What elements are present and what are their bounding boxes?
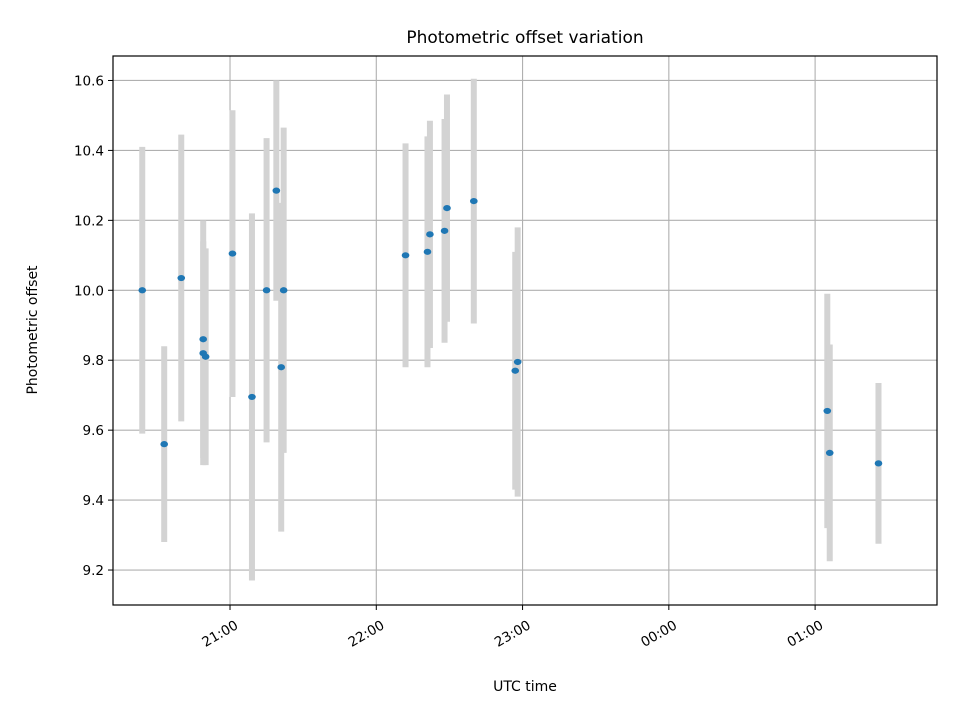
data-point: [248, 393, 256, 401]
data-point: [228, 250, 237, 257]
data-point: [823, 407, 832, 415]
data-point: [201, 353, 210, 360]
data-point: [511, 367, 520, 374]
data-point: [423, 248, 432, 255]
y-axis-ticks: 9.2 9.4 9.6 9.8 10.0 10.2 10.4 10.6: [74, 73, 113, 579]
data-point: [272, 187, 281, 194]
y-tick-label: 10.2: [74, 213, 104, 229]
data-points: [138, 187, 883, 467]
plot-frame: [112, 55, 938, 606]
data-point: [199, 336, 208, 343]
data-point: [440, 227, 449, 234]
data-point: [277, 364, 286, 371]
data-point: [262, 287, 271, 294]
y-tick-label: 9.2: [83, 563, 104, 579]
chart-title: Photometric offset variation: [406, 28, 643, 48]
y-tick-label: 9.8: [83, 353, 104, 369]
data-point: [160, 441, 168, 448]
y-tick-label: 10.4: [74, 143, 104, 159]
data-point: [279, 287, 288, 294]
data-point: [443, 205, 451, 212]
y-tick-label: 9.6: [83, 423, 104, 439]
data-point: [825, 449, 834, 456]
data-point: [138, 287, 147, 294]
data-point: [177, 274, 186, 282]
y-tick-label: 9.4: [83, 493, 104, 509]
data-point: [426, 231, 434, 238]
y-axis-label: Photometric offset: [25, 265, 41, 395]
data-point: [513, 358, 522, 366]
y-tick-label: 10.6: [74, 73, 104, 89]
y-tick-label: 10.0: [74, 283, 104, 299]
x-axis-label: UTC time: [493, 679, 557, 695]
data-point: [470, 198, 478, 205]
data-point: [874, 460, 883, 467]
data-point: [401, 252, 410, 259]
